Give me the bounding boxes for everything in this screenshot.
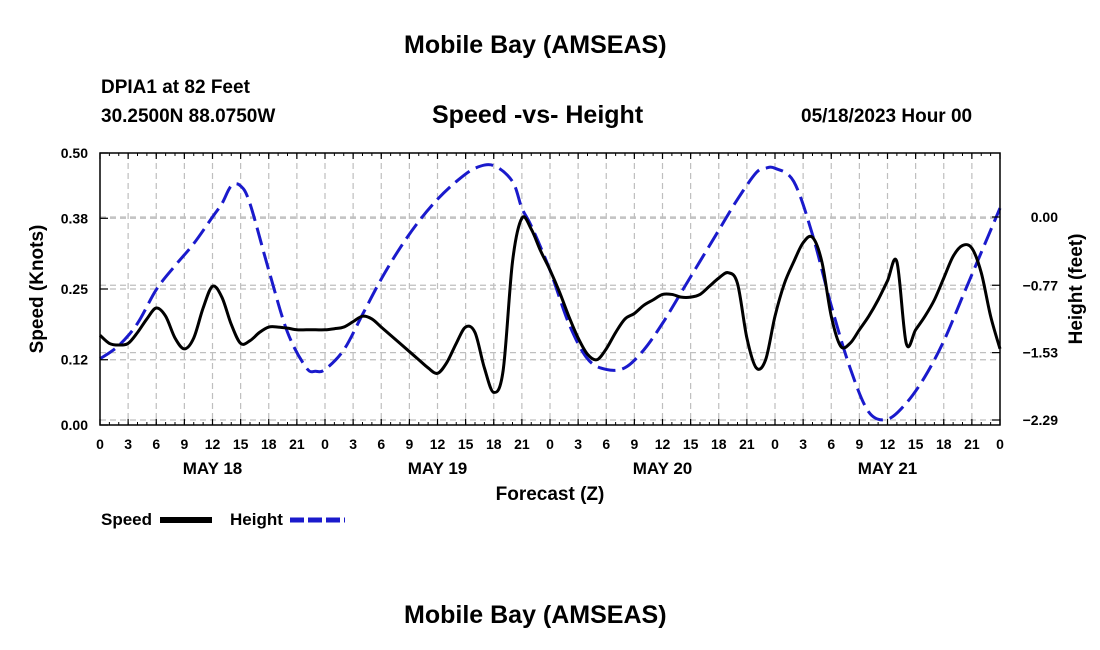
y-axis-label: Speed (Knots) xyxy=(27,225,48,354)
coords-label: 30.2500N 88.0750W xyxy=(101,106,276,127)
legend-speed-swatch xyxy=(160,517,212,523)
legend-height-swatch xyxy=(290,517,345,523)
y2-tick-label: −0.77 xyxy=(1023,277,1059,293)
axis-ticks xyxy=(99,152,1001,426)
date-label: 05/18/2023 Hour 00 xyxy=(801,106,973,127)
x-tick-label: 15 xyxy=(458,436,474,452)
x-tick-label: 9 xyxy=(630,436,638,452)
axis-labels: 0 3 6 9 12 15 18 21 0 3 6 9 12 15 18 21 0 3 6 9 12 15 18 21 0 3 6 9… xyxy=(27,145,1087,505)
x-tick-label: 12 xyxy=(880,436,896,452)
x-tick-label: 15 xyxy=(233,436,249,452)
page-title: Mobile Bay (AMSEAS) xyxy=(404,31,667,59)
x-tick-label: 9 xyxy=(855,436,863,452)
x-tick-label: 15 xyxy=(683,436,699,452)
legend-speed-label: Speed xyxy=(101,510,153,529)
x-tick-label: 21 xyxy=(964,436,980,452)
x-tick-label: 6 xyxy=(827,436,835,452)
y-tick-label: 0.50 xyxy=(61,145,88,161)
day-label: MAY 18 xyxy=(183,459,243,478)
x-tick-label: 3 xyxy=(124,436,132,452)
x-axis-label: Forecast (Z) xyxy=(496,484,605,505)
y2-tick-label: 0.00 xyxy=(1031,209,1058,225)
x-tick-label: 3 xyxy=(574,436,582,452)
speed-line xyxy=(98,215,1002,394)
x-tick-label: 6 xyxy=(377,436,385,452)
x-tick-label: 0 xyxy=(546,436,554,452)
x-tick-label: 12 xyxy=(430,436,446,452)
y2-axis-label: Height (feet) xyxy=(1066,234,1087,345)
day-label: MAY 20 xyxy=(633,459,693,478)
x-tick-label: 0 xyxy=(771,436,779,452)
x-tick-label: 3 xyxy=(799,436,807,452)
grid xyxy=(100,153,1000,425)
y2-tick-label: −2.29 xyxy=(1023,412,1059,428)
day-label: MAY 21 xyxy=(858,459,918,478)
legend-height-label: Height xyxy=(230,510,283,529)
series-group xyxy=(98,163,1002,422)
x-tick-label: 18 xyxy=(486,436,502,452)
height-line xyxy=(99,163,1002,422)
y-tick-label: 0.12 xyxy=(61,352,88,368)
x-tick-label: 0 xyxy=(996,436,1004,452)
x-tick-label: 15 xyxy=(908,436,924,452)
chart-subtitle: Speed -vs- Height xyxy=(432,101,644,129)
x-tick-label: 0 xyxy=(321,436,329,452)
y-tick-label: 0.00 xyxy=(61,417,88,433)
x-tick-label: 6 xyxy=(602,436,610,452)
x-tick-label: 3 xyxy=(349,436,357,452)
y-tick-label: 0.38 xyxy=(61,210,88,226)
repeat-title: Mobile Bay (AMSEAS) xyxy=(404,601,667,629)
x-tick-label: 18 xyxy=(936,436,952,452)
y2-tick-label: −1.53 xyxy=(1023,345,1059,361)
x-tick-label: 12 xyxy=(205,436,221,452)
x-tick-label: 6 xyxy=(152,436,160,452)
x-tick-label: 9 xyxy=(405,436,413,452)
x-tick-label: 12 xyxy=(655,436,671,452)
x-tick-label: 0 xyxy=(96,436,104,452)
x-tick-label: 21 xyxy=(514,436,530,452)
x-tick-label: 18 xyxy=(711,436,727,452)
x-tick-label: 21 xyxy=(739,436,755,452)
y-tick-label: 0.25 xyxy=(61,281,88,297)
day-label: MAY 19 xyxy=(408,459,468,478)
station-label: DPIA1 at 82 Feet xyxy=(101,77,250,98)
x-tick-label: 9 xyxy=(180,436,188,452)
x-tick-label: 18 xyxy=(261,436,277,452)
x-tick-label: 21 xyxy=(289,436,305,452)
